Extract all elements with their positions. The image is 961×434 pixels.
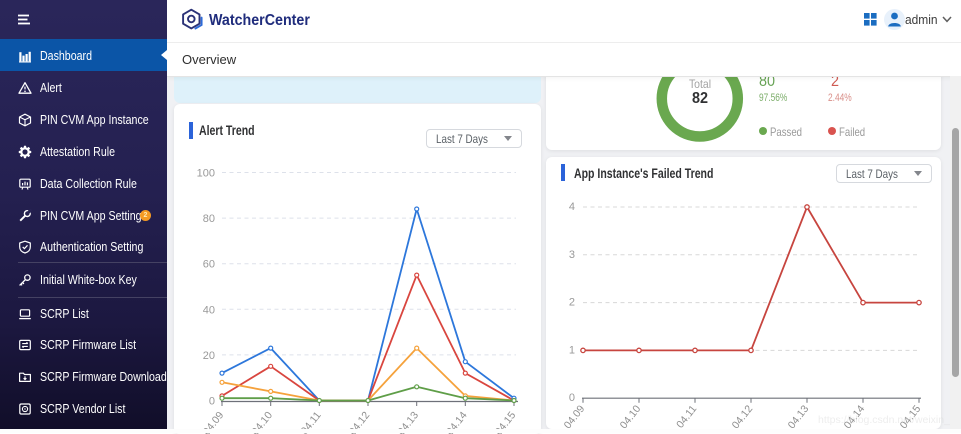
svg-text:04.13: 04.13 [786,403,812,429]
svg-text:0: 0 [569,392,575,404]
svg-text:40: 40 [203,304,215,316]
svg-text:4: 4 [569,201,575,213]
svg-text:04.09: 04.09 [562,403,588,429]
svg-text:0: 0 [209,396,215,408]
svg-text:2: 2 [569,297,575,309]
svg-text:100: 100 [197,168,215,180]
svg-text:80: 80 [203,213,215,225]
svg-text:20: 20 [203,350,215,362]
svg-text:04.10: 04.10 [618,403,644,429]
svg-text:04.11: 04.11 [674,403,699,429]
svg-text:60: 60 [203,259,215,271]
svg-text:3: 3 [569,249,575,261]
svg-text:04.12: 04.12 [730,403,756,429]
svg-text:1: 1 [569,344,575,356]
